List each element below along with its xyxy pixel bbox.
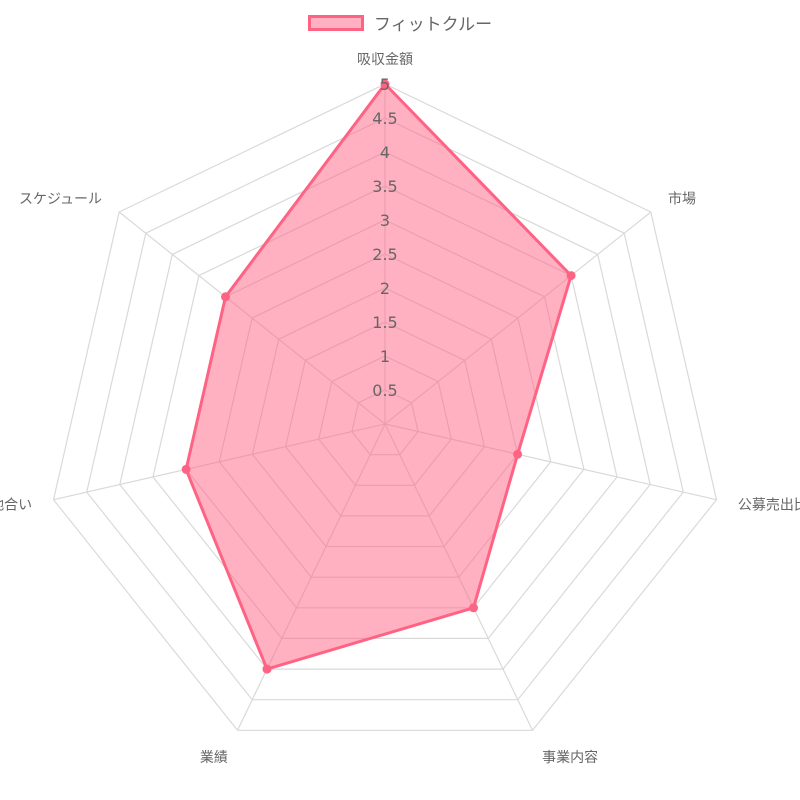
tick-label: 2.5	[372, 245, 397, 264]
axis-label: スケジュール	[19, 191, 102, 207]
tick-label: 2	[380, 279, 390, 298]
tick-label: 3	[380, 211, 390, 230]
axis-label: 公募売出比	[738, 498, 800, 514]
data-point	[566, 271, 576, 281]
legend-label: フィットクルー	[373, 15, 493, 35]
series-area	[184, 82, 573, 671]
data-point	[469, 603, 479, 613]
grid-ring	[119, 151, 651, 670]
data-point	[262, 664, 272, 674]
tick-label: 3.5	[372, 177, 397, 196]
tick-label: 1	[380, 347, 390, 366]
tick-label: 4.5	[372, 109, 397, 128]
data-point	[221, 292, 231, 302]
legend[interactable]: フィットクルー	[0, 10, 800, 35]
grid-ring	[52, 83, 718, 731]
data-point	[380, 79, 390, 89]
data-point	[513, 449, 523, 459]
grid-ring	[152, 185, 618, 640]
legend-swatch	[307, 14, 364, 31]
axis-label: 吸収金額	[357, 52, 413, 68]
grid-ring	[86, 117, 684, 701]
data-point	[181, 464, 191, 474]
axis-label: 地合い	[0, 498, 32, 514]
axis-label: 市場	[668, 190, 696, 207]
tick-label: 4	[380, 143, 390, 162]
axis-label: 事業内容	[542, 749, 598, 766]
tick-label: 1.5	[372, 313, 397, 332]
axis-label: 業績	[200, 750, 228, 766]
tick-label: 5	[380, 75, 390, 94]
tick-label: 0.5	[372, 381, 397, 400]
